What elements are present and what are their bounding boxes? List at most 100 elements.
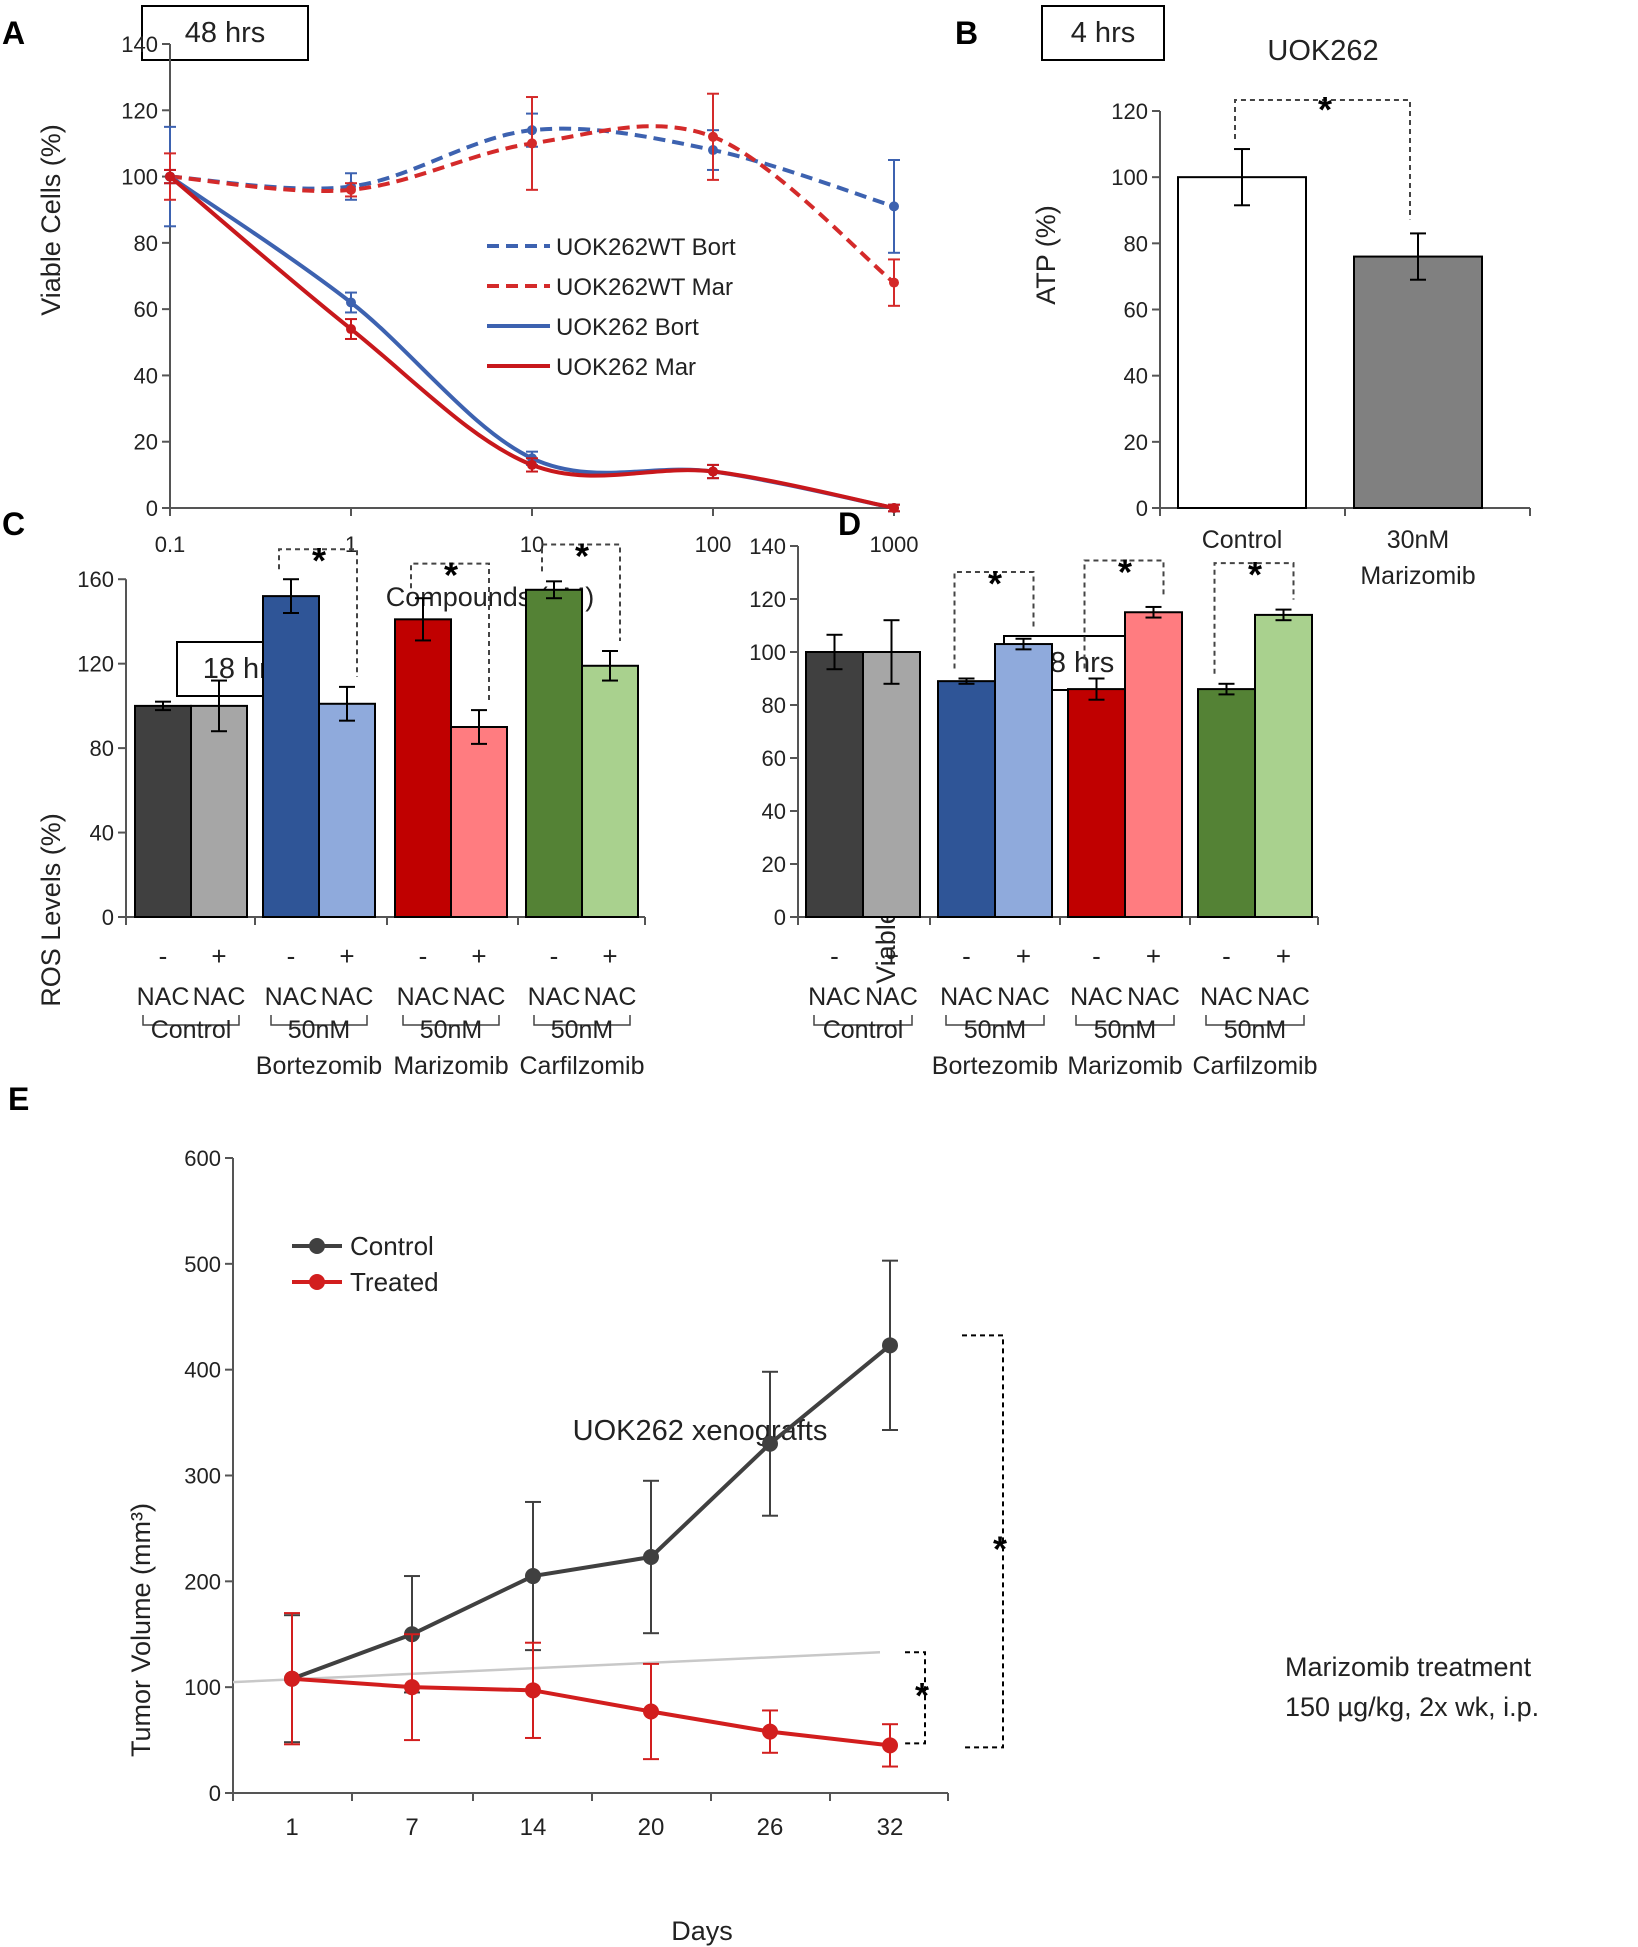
panel-e-legend-label: Treated — [350, 1267, 439, 1297]
panel-a-y-tick-label: 140 — [121, 32, 158, 57]
panel-d-significance-star: * — [988, 563, 1002, 604]
panel-a-legend-label: UOK262WT Bort — [556, 234, 736, 261]
panel-a-data-point — [165, 171, 175, 182]
panel-a-y-tick-label: 40 — [134, 363, 158, 388]
panel-e-chart: UOK262 xenografts Tumor Volume (mm³) Day… — [126, 1146, 1539, 1946]
panel-e-data-point — [284, 1670, 300, 1687]
panel-a-data-point — [346, 297, 356, 308]
panel-c-y-tick-label: 120 — [77, 652, 114, 677]
panel-d-significance-star: * — [1118, 551, 1132, 592]
panel-d-nac-label: NAC — [865, 983, 918, 1011]
panel-a-chart: 48 hrs Viable Cells (%) Compounds (nM) 0… — [36, 5, 919, 612]
panel-e-data-point — [762, 1723, 778, 1740]
panel-c-sign-label: + — [211, 941, 226, 971]
panel-d-bar — [937, 680, 996, 919]
panel-c-group-label: Carfilzomib — [519, 1052, 644, 1080]
panel-c-nac-label: NAC — [453, 983, 506, 1011]
panel-a-x-tick-label: 10 — [520, 532, 544, 557]
panel-b-y-tick-label: 0 — [1136, 496, 1148, 521]
panel-b-y-axis-title: ATP (%) — [1031, 205, 1061, 305]
panel-a-y-tick-label: 80 — [134, 231, 158, 256]
panel-d-y-tick-label: 0 — [774, 905, 786, 930]
panel-a-data-point — [708, 466, 718, 477]
panel-c-y-tick-label: 160 — [77, 567, 114, 592]
panel-d-significance-bracket — [1083, 559, 1165, 669]
panel-d-bar — [1124, 611, 1183, 918]
panel-b-chart: 4 hrs UOK262 ATP (%) 0 20 40 60 80 100 120 Cont… — [1031, 5, 1531, 590]
panel-e-data-point — [525, 1682, 541, 1699]
panel-c-group-label: 50nM — [551, 1016, 614, 1044]
panel-d-y-tick-label: 20 — [762, 852, 786, 877]
panel-e-legend-label: Control — [350, 1231, 434, 1261]
panel-a-data-point — [889, 503, 899, 513]
panel-e-y-tick-label: 0 — [209, 1781, 221, 1806]
panel-c-nac-label: NAC — [265, 983, 318, 1011]
panel-a-time-label: 48 hrs — [185, 17, 266, 49]
panel-d-y-tick-label: 120 — [749, 587, 786, 612]
panel-e-annotation-line-2: 150 µg/kg, 2x wk, i.p. — [1285, 1692, 1539, 1722]
panel-e-x-tick-label: 14 — [520, 1814, 547, 1841]
panel-c-bar — [190, 704, 248, 919]
panel-e-y-tick-label: 400 — [184, 1358, 221, 1383]
panel-c-chart: 18 hrs ROS Levels (%) 04080120160-NAC+NA… — [36, 535, 646, 1080]
panel-d-bar — [862, 651, 921, 918]
panel-d-chart: 18 hrs Viable Cells (%) 0204060801001201… — [749, 534, 1319, 1080]
panel-d-group-label: 50nM — [1094, 1016, 1157, 1044]
panel-e-data-point — [882, 1737, 898, 1754]
panel-b-significance-star: * — [1318, 89, 1332, 130]
panel-c-significance-star: * — [444, 555, 458, 596]
panel-d-y-tick-label: 100 — [749, 640, 786, 665]
panel-c-sign-label: - — [419, 941, 428, 971]
panel-a-legend-label: UOK262WT Mar — [556, 274, 733, 301]
panel-a-data-point — [346, 324, 356, 335]
panel-a-x-tick-label: 1000 — [870, 532, 919, 557]
panel-c-y-tick-label: 0 — [102, 905, 114, 930]
panel-b-category-label: Control — [1202, 526, 1283, 554]
panel-a-y-tick-label: 100 — [121, 165, 158, 190]
panel-c-bar — [394, 618, 452, 918]
panel-c-significance-bracket — [410, 562, 490, 701]
panel-e-trend-star: * — [915, 1675, 929, 1716]
panel-a-data-point — [346, 184, 356, 195]
panel-a-legend-label: UOK262 Bort — [556, 314, 699, 341]
panel-e-x-tick-label: 7 — [405, 1814, 418, 1841]
panel-a-y-tick-label: 120 — [121, 98, 158, 123]
panel-d-y-tick-label: 60 — [762, 746, 786, 771]
panel-a-data-point — [527, 138, 537, 149]
panel-d-y-tick-label: 140 — [749, 534, 786, 559]
panel-d-group-label: 50nM — [964, 1016, 1027, 1044]
panel-d-group-label: Control — [823, 1016, 904, 1044]
panel-c-group-bracket — [533, 1015, 631, 1026]
panel-c-nac-label: NAC — [137, 983, 190, 1011]
panel-d-y-tick-label: 40 — [762, 799, 786, 824]
panel-a-y-tick-label: 0 — [146, 496, 158, 521]
panel-e-y-tick-label: 300 — [184, 1464, 221, 1489]
panel-d-group-label: Carfilzomib — [1192, 1052, 1317, 1080]
panel-letter-e: E — [8, 1081, 29, 1117]
panel-b-time-label: 4 hrs — [1071, 17, 1135, 49]
panel-a-x-tick-label: 1 — [345, 532, 357, 557]
panel-b-significance-bracket — [1234, 99, 1411, 220]
panel-a-legend-label: UOK262 Mar — [556, 354, 696, 381]
panel-e-y-tick-label: 500 — [184, 1252, 221, 1277]
panel-c-bar — [262, 595, 320, 918]
panel-d-sign-label: - — [830, 941, 839, 971]
panel-c-sign-label: - — [550, 941, 559, 971]
panel-d-group-label: Marizomib — [1067, 1052, 1182, 1080]
panel-a-y-tick-label: 20 — [134, 430, 158, 455]
panel-c-group-label: Marizomib — [393, 1052, 508, 1080]
panel-a-series-line — [168, 175, 895, 510]
panel-c-significance-star: * — [312, 540, 326, 581]
panel-b-time-box — [1041, 5, 1165, 61]
panel-d-sign-label: + — [884, 941, 899, 971]
panel-a-data-point — [527, 459, 537, 470]
panel-e-legend-marker — [309, 1274, 325, 1290]
panel-e-data-point — [882, 1337, 898, 1354]
panel-d-nac-label: NAC — [1127, 983, 1180, 1011]
panel-e-title: UOK262 xenografts — [573, 1415, 828, 1447]
panel-letter-d: D — [838, 506, 861, 542]
panel-e-y-tick-label: 100 — [184, 1675, 221, 1700]
panel-a-data-point — [889, 277, 899, 288]
panel-e-data-point — [404, 1679, 420, 1696]
panel-d-group-label: 50nM — [1224, 1016, 1287, 1044]
